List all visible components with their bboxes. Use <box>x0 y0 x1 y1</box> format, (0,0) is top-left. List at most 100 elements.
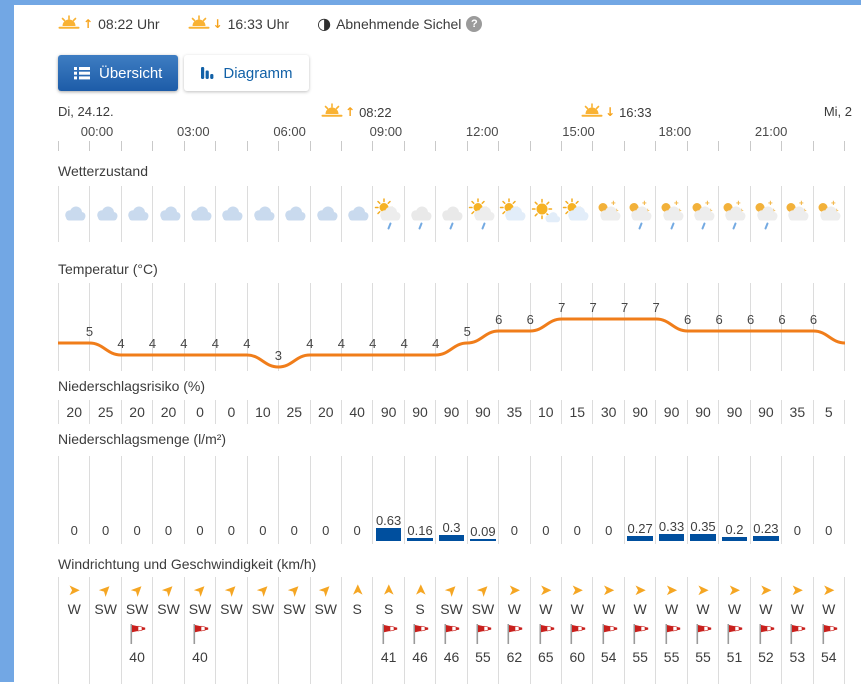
amount-value: 0.63 <box>375 513 402 528</box>
amount-value: 0 <box>573 523 581 538</box>
temperature-grid-cell <box>625 283 657 371</box>
temperature-grid-cell <box>782 283 814 371</box>
risk-value: 10 <box>248 400 280 424</box>
temperature-value: 4 <box>338 336 345 351</box>
wind-direction-arrow-icon: ➤ <box>602 581 615 599</box>
windsock <box>410 622 430 648</box>
moon-cloud-icon: ++ <box>818 199 841 221</box>
risk-value: 20 <box>122 400 154 424</box>
precipitation-risk-row: 20 25 20 20 0 0 10 25 20 40 90 90 90 90 35 10 15 30 90 90 90… <box>58 400 845 424</box>
wind-direction-arrow-icon: ➤ <box>157 579 180 601</box>
amount-value: 0 <box>322 523 330 538</box>
amount-cell: 0 <box>279 456 311 544</box>
wind-cell: ➤ SW <box>279 577 311 684</box>
weather-cell <box>468 186 500 242</box>
hour-ticks <box>58 141 845 151</box>
windsock <box>379 622 399 648</box>
temperature-value: 6 <box>527 312 534 327</box>
wind-direction-label: W <box>539 601 553 617</box>
moon-cloud-icon: ++ <box>786 199 809 221</box>
wind-direction-arrow-icon: ➤ <box>570 581 584 599</box>
help-icon[interactable]: ? <box>466 16 483 32</box>
amount-cell: 0.27 <box>625 456 657 544</box>
section-label-wind: Windrichtung und Geschwindigkeit (km/h) <box>58 556 317 572</box>
sunrise-marker-time: 08:22 <box>359 104 392 120</box>
wind-direction-arrow-icon: ➤ <box>252 579 274 601</box>
windsock <box>599 622 619 648</box>
windsock <box>127 622 147 648</box>
sun-moon-infobar: ↑ 08:22 Uhr ↓ 16:33 Uhr ◑ Abnehmende Sic… <box>58 12 845 36</box>
cloudy-icon <box>254 206 275 221</box>
wind-speed-value: 60 <box>569 649 586 665</box>
amount-value: 0 <box>290 523 298 538</box>
amount-cell: 0 <box>562 456 594 544</box>
sunset-info: ↓ 16:33 Uhr <box>188 15 289 33</box>
temperature-grid-cell <box>405 283 437 371</box>
temperature-grid-cell <box>342 283 374 371</box>
moon-cloud-rain-icon: ++ <box>723 199 746 230</box>
wind-speed-value: 53 <box>789 649 806 665</box>
temperature-value: 4 <box>180 336 187 351</box>
risk-value: 15 <box>562 400 594 424</box>
svg-text:+: + <box>678 209 682 215</box>
wind-direction-arrow-icon: ➤ <box>189 579 211 601</box>
amount-value: 0 <box>102 523 110 538</box>
wind-cell: ➤ W 60 <box>562 577 594 684</box>
section-label-temperatur: Temperatur (°C) <box>58 261 158 277</box>
amount-cell: 0 <box>185 456 217 544</box>
temperature-grid-cell <box>531 283 563 371</box>
hour-tick <box>152 141 183 151</box>
day-label-right: Mi, 2 <box>823 104 852 119</box>
risk-value: 90 <box>405 400 437 424</box>
windsock-icon <box>633 624 649 644</box>
amount-cell: 0.23 <box>751 456 783 544</box>
risk-value: 35 <box>499 400 531 424</box>
weather-cell <box>216 186 248 242</box>
temperature-grid-cell <box>719 283 751 371</box>
weather-cell: ++ <box>625 186 657 242</box>
svg-text:+: + <box>740 209 744 215</box>
temperature-value: 7 <box>590 300 597 315</box>
windsock <box>630 622 650 648</box>
wind-direction-arrow-icon: ➤ <box>411 583 430 597</box>
view-tabs: Übersicht Diagramm <box>58 55 845 91</box>
risk-value: 90 <box>373 400 405 424</box>
wind-direction-arrow-icon: ➤ <box>665 581 678 599</box>
weather-cell <box>531 186 563 242</box>
hours-row: 00:00 03:00 06:00 09:00 12:00 15:00 18:00 21:00 <box>58 124 845 139</box>
temperature-value: 6 <box>684 312 691 327</box>
amount-value: 0 <box>259 523 267 538</box>
wind-cell: ➤ W 54 <box>814 577 845 684</box>
temperature-grid-cell <box>59 283 91 371</box>
wind-speed-value: 40 <box>192 649 208 665</box>
wind-direction-label: SW <box>220 601 243 617</box>
moon-cloud-rain-icon: ++ <box>661 199 684 230</box>
windsock-icon <box>444 624 460 644</box>
hour-tick <box>278 141 309 151</box>
sunrise-icon <box>321 103 343 121</box>
temperature-grid-cell <box>751 283 783 371</box>
wind-direction-label: SW <box>125 601 149 617</box>
wind-direction-label: SW <box>251 601 275 617</box>
amount-bar <box>658 534 685 541</box>
wind-direction-label: S <box>352 601 362 617</box>
svg-text:+: + <box>736 199 741 208</box>
amount-bar <box>407 538 433 541</box>
wind-direction-arrow-icon: ➤ <box>348 583 367 597</box>
amount-value: 0 <box>353 523 361 538</box>
wind-direction-arrow-icon: ➤ <box>67 581 81 599</box>
wind-direction-arrow-icon: ➤ <box>696 581 710 599</box>
tab-uebersicht[interactable]: Übersicht <box>58 55 179 91</box>
tab-diagramm[interactable]: Diagramm <box>184 55 309 91</box>
temperature-grid-cell <box>814 283 845 371</box>
risk-value: 90 <box>719 400 751 424</box>
temperature-value: 7 <box>621 300 628 315</box>
windsock-icon <box>665 624 680 644</box>
wind-direction-label: W <box>759 601 773 617</box>
sunset-icon <box>581 103 603 121</box>
temperature-grid-cell <box>656 283 688 371</box>
temperature-value: 4 <box>432 336 439 351</box>
hour-tick <box>466 141 498 151</box>
temperature-value: 5 <box>86 324 93 339</box>
section-label-niederschlagsmenge: Niederschlagsmenge (l/m²) <box>58 431 227 447</box>
